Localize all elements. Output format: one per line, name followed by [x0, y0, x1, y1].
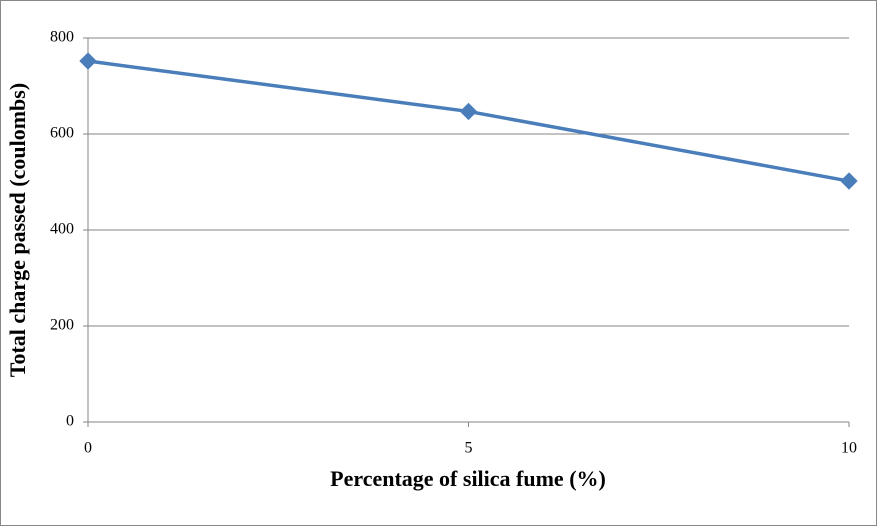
y-tick-label: 600 — [50, 125, 74, 142]
y-tick-label: 200 — [50, 317, 74, 334]
x-tick-label: 0 — [84, 440, 92, 457]
y-tick-label: 800 — [50, 29, 74, 46]
y-tick-label: 0 — [66, 413, 74, 430]
marker — [459, 102, 478, 121]
y-axis-title: Total charge passed (coulombs) — [5, 83, 30, 377]
marker — [79, 52, 97, 70]
x-tick-label: 10 — [841, 440, 857, 457]
x-tick-label: 5 — [465, 440, 473, 457]
x-axis-title: Percentage of silica fume (%) — [330, 466, 606, 491]
marker — [840, 172, 858, 190]
y-tick-label: 400 — [50, 221, 74, 238]
